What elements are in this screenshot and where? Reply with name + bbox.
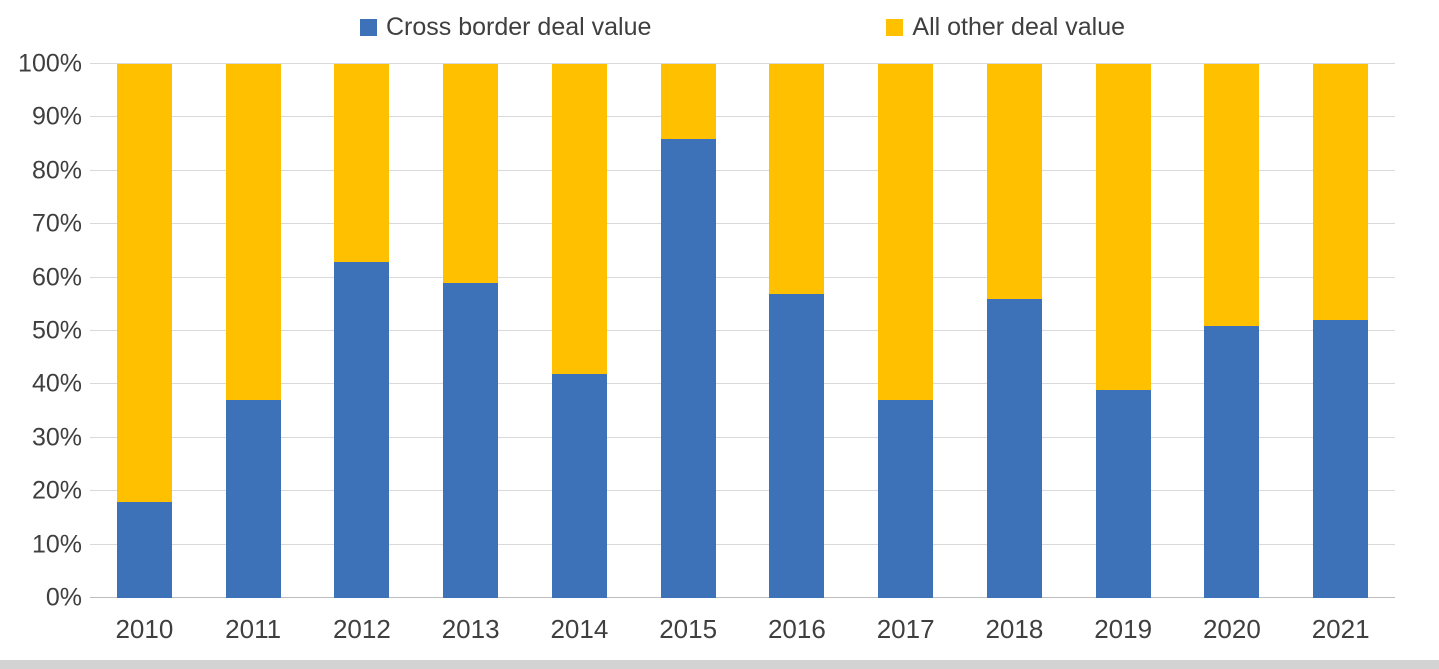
- segment-cross-border: [660, 138, 716, 598]
- bar-slot-2012: [308, 64, 417, 598]
- segment-all-other: [660, 64, 716, 139]
- legend-label-cross-border: Cross border deal value: [385, 13, 652, 41]
- bar-slot-2017: [851, 64, 960, 598]
- segment-cross-border: [1313, 320, 1369, 598]
- segment-all-other: [878, 64, 934, 401]
- x-axis-label: 2012: [332, 614, 391, 644]
- y-axis-label: 90%: [31, 102, 82, 131]
- x-axis-label: 2015: [659, 614, 718, 644]
- segment-cross-border: [1095, 389, 1151, 598]
- y-axis: 0% 10% 20% 30% 40% 50% 60% 70% 80% 90% 100%: [0, 51, 82, 610]
- x-axis-label: 2011: [225, 614, 282, 644]
- segment-cross-border: [551, 373, 607, 598]
- segment-cross-border: [443, 282, 499, 598]
- gridline: [90, 543, 1395, 545]
- y-axis-label: 40%: [31, 369, 82, 398]
- segment-cross-border: [334, 261, 390, 598]
- bar-slot-2019: [1069, 64, 1178, 598]
- y-axis-label: 60%: [31, 263, 82, 292]
- plot-area: [90, 63, 1395, 598]
- y-axis-label: 80%: [31, 156, 82, 185]
- y-axis-label: 0%: [45, 583, 82, 612]
- x-axis-label: 2010: [115, 614, 174, 644]
- stacked-bar-2021: [1313, 64, 1369, 598]
- gridline: [90, 436, 1395, 438]
- stacked-bar-2017: [878, 64, 934, 598]
- x-axis-label: 2013: [441, 614, 500, 644]
- stacked-bar-2018: [986, 64, 1042, 598]
- stacked-bar-2011: [225, 64, 281, 598]
- x-axis-label: 2017: [876, 614, 935, 644]
- stacked-bar-2020: [1204, 64, 1260, 598]
- segment-all-other: [551, 64, 607, 374]
- segment-cross-border: [878, 400, 934, 598]
- segment-all-other: [986, 64, 1042, 299]
- gridline: [90, 276, 1395, 278]
- bar-slot-2020: [1178, 64, 1287, 598]
- bar-slot-2011: [199, 64, 308, 598]
- stacked-bar-2013: [443, 64, 499, 598]
- bars-container: [90, 64, 1395, 598]
- gridline: [90, 116, 1395, 118]
- x-axis-label: 2020: [1202, 614, 1261, 644]
- x-axis-label: 2014: [550, 614, 609, 644]
- bar-slot-2021: [1286, 64, 1395, 598]
- y-axis-label: 50%: [31, 316, 82, 345]
- segment-all-other: [1313, 64, 1369, 321]
- gridline: [90, 490, 1395, 492]
- stacked-bar-2014: [551, 64, 607, 598]
- stacked-bar-2012: [334, 64, 390, 598]
- segment-all-other: [1204, 64, 1260, 326]
- legend-swatch-icon: [359, 18, 377, 36]
- segment-all-other: [334, 64, 390, 262]
- segment-all-other: [116, 64, 172, 502]
- y-axis-label: 20%: [31, 476, 82, 505]
- segment-all-other: [225, 64, 281, 401]
- segment-all-other: [1095, 64, 1151, 390]
- x-axis-label: 2018: [985, 614, 1044, 644]
- bar-slot-2014: [525, 64, 634, 598]
- gridline: [90, 63, 1395, 64]
- segment-cross-border: [1204, 325, 1260, 598]
- segment-cross-border: [986, 298, 1042, 598]
- y-axis-label: 100%: [18, 49, 82, 78]
- y-axis-label: 70%: [31, 209, 82, 238]
- legend-swatch-icon: [886, 18, 904, 36]
- bar-slot-2016: [743, 64, 852, 598]
- bar-slot-2010: [90, 64, 199, 598]
- legend-item-all-other: All other deal value: [886, 12, 1125, 42]
- segment-cross-border: [225, 400, 281, 598]
- segment-cross-border: [116, 501, 172, 598]
- segment-all-other: [769, 64, 825, 294]
- y-axis-label: 10%: [31, 530, 82, 559]
- bar-slot-2013: [416, 64, 525, 598]
- bottom-edge-strip: [0, 660, 1439, 669]
- gridline: [90, 597, 1395, 598]
- bar-slot-2015: [634, 64, 743, 598]
- legend-label-all-other: All other deal value: [912, 13, 1126, 41]
- chart-legend: Cross border deal value All other deal v…: [90, 12, 1395, 42]
- stacked-bar-2019: [1095, 64, 1151, 598]
- gridline: [90, 383, 1395, 385]
- x-axis-label: 2021: [1311, 614, 1370, 644]
- segment-all-other: [443, 64, 499, 283]
- bar-slot-2018: [960, 64, 1069, 598]
- stacked-bar-2015: [660, 64, 716, 598]
- x-axis: 2010 2011 2012 2013 2014 2015 2016 2017 2018 2019…: [90, 600, 1395, 645]
- gridline: [90, 223, 1395, 225]
- segment-cross-border: [769, 293, 825, 598]
- stacked-bar-2016: [769, 64, 825, 598]
- legend-item-cross-border: Cross border deal value: [359, 12, 652, 42]
- gridline: [90, 330, 1395, 331]
- gridline: [90, 169, 1395, 171]
- stacked-bar-2010: [116, 64, 172, 598]
- y-axis-label: 30%: [31, 423, 82, 452]
- x-axis-label: 2019: [1094, 614, 1153, 644]
- x-axis-label: 2016: [767, 614, 826, 644]
